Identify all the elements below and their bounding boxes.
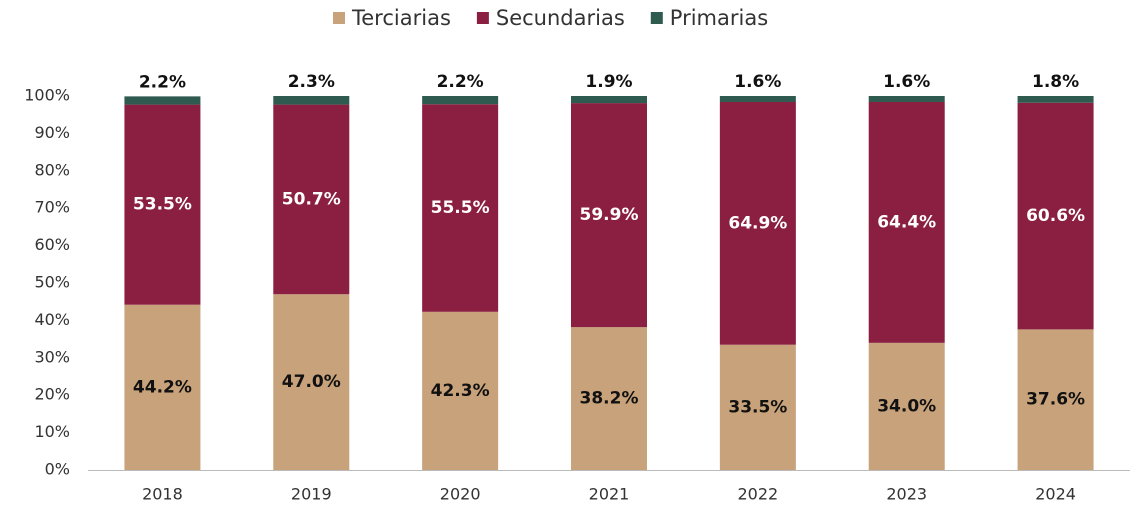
legend-swatch	[476, 12, 489, 24]
bar-segment	[273, 96, 350, 105]
y-tick-label: 70%	[34, 198, 70, 217]
data-label: 44.2%	[133, 377, 192, 397]
bar-segment	[422, 311, 499, 470]
data-label: 1.6%	[734, 72, 781, 92]
bar-segment	[124, 104, 201, 305]
bar-segment	[422, 104, 499, 312]
data-label: 33.5%	[728, 397, 787, 417]
y-tick-label: 20%	[34, 385, 70, 404]
y-tick-label: 90%	[34, 123, 70, 142]
bar-segment	[868, 101, 945, 343]
data-label: 34.0%	[877, 396, 936, 416]
bar-segment	[273, 104, 350, 295]
y-tick-label: 0%	[45, 460, 70, 479]
data-label: 59.9%	[580, 205, 639, 225]
x-tick-label: 2021	[589, 485, 630, 504]
bar-segment	[1017, 102, 1094, 330]
legend-label: Secundarias	[496, 6, 625, 30]
data-label: 2.3%	[288, 72, 335, 92]
data-label: 64.4%	[877, 212, 936, 232]
bar-segment	[571, 103, 647, 328]
legend-swatch	[650, 12, 663, 24]
legend-label: Terciarias	[351, 6, 451, 30]
data-label: 53.5%	[133, 195, 192, 215]
y-tick-label: 100%	[24, 86, 70, 105]
y-tick-label: 30%	[34, 347, 70, 366]
data-label: 60.6%	[1026, 206, 1085, 226]
bar-segment	[124, 96, 201, 105]
y-tick-label: 10%	[34, 422, 70, 441]
bar-segment	[422, 96, 499, 105]
data-label: 38.2%	[580, 389, 639, 409]
bar-segment	[868, 342, 945, 470]
y-tick-label: 80%	[34, 160, 70, 179]
data-label: 42.3%	[431, 381, 490, 401]
y-tick-label: 50%	[34, 273, 70, 292]
y-tick-label: 40%	[34, 310, 70, 329]
data-label: 47.0%	[282, 372, 341, 392]
data-label: 64.9%	[728, 213, 787, 233]
bar-segment	[571, 96, 647, 104]
y-tick-label: 60%	[34, 235, 70, 254]
data-label: 55.5%	[431, 198, 490, 218]
bar-segment	[868, 96, 945, 102]
legend-label: Primarias	[670, 6, 768, 30]
bar-segment	[719, 101, 796, 345]
data-label: 2.2%	[437, 72, 484, 92]
x-tick-label: 2024	[1035, 485, 1076, 504]
data-label: 2.2%	[139, 72, 186, 92]
data-label: 1.9%	[585, 72, 632, 92]
data-label: 1.6%	[883, 72, 930, 92]
bar-segment	[273, 294, 350, 470]
data-label: 50.7%	[282, 189, 341, 209]
bar-segment	[1017, 329, 1094, 470]
data-label: 1.8%	[1032, 72, 1079, 92]
data-label: 37.6%	[1026, 390, 1085, 410]
bar-segment	[719, 96, 796, 102]
x-tick-label: 2022	[737, 485, 778, 504]
bar-segment	[719, 344, 796, 470]
x-tick-label: 2018	[142, 485, 183, 504]
x-tick-label: 2020	[440, 485, 481, 504]
bar-segment	[124, 304, 201, 470]
bar-segment	[571, 327, 647, 470]
legend-swatch	[333, 12, 345, 24]
x-tick-label: 2023	[886, 485, 927, 504]
bar-segment	[1017, 96, 1094, 103]
x-tick-label: 2019	[291, 485, 332, 504]
